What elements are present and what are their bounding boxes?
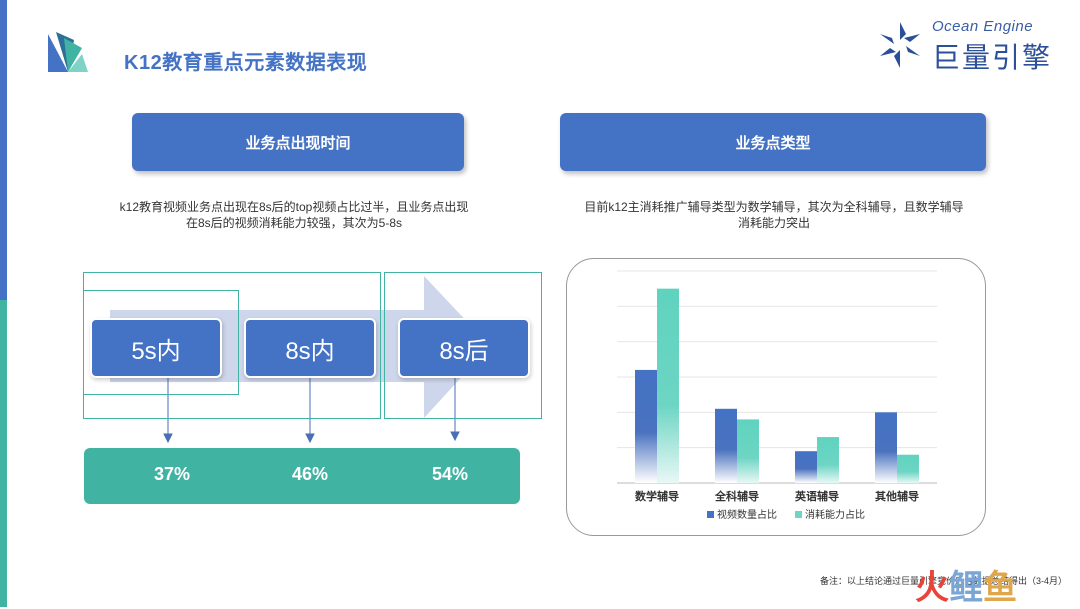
time-box-5s: 5s内: [90, 318, 222, 378]
x-tick-label: 其他辅导: [875, 489, 919, 503]
bar-spend-share-1: [737, 419, 759, 483]
left-accent-bar-bottom: [0, 300, 7, 607]
chart-bars: [635, 288, 919, 483]
watermark-char-2: 鲤: [949, 569, 983, 607]
bar-video-share-0: [635, 369, 657, 483]
bar-chart: 数学辅导 全科辅导 英语辅导 其他辅导 视频数量占比 消耗能力占比: [617, 270, 937, 521]
chart-x-labels: 数学辅导 全科辅导 英语辅导 其他辅导: [635, 489, 919, 503]
footnote: 备注：以上结论通过巨量引擎竞价后台数据总结得出（3-4月）: [820, 576, 1068, 586]
percent-5s: 37%: [153, 464, 191, 484]
business-type-desc-line-1: 目前k12主消耗推广辅导类型为数学辅导，其次为全科辅导，且数学辅导: [584, 200, 964, 214]
bar-spend-share-0: [657, 288, 679, 483]
percent-bar: 37% 46% 54%: [84, 448, 520, 504]
legend-label-1: 消耗能力占比: [805, 508, 865, 521]
brand-english-name: Ocean Engine: [932, 18, 1034, 35]
frame-inner-left: [83, 290, 239, 395]
appearance-time-desc-line-1: k12教育视频业务点出现在8s后的top视频占比过半，且业务点出现: [119, 200, 469, 214]
business-type-header: 业务点类型: [560, 113, 986, 171]
bar-video-share-1: [715, 408, 737, 483]
connector-arrow-5s: [163, 433, 173, 444]
legend-swatch-0: [707, 511, 714, 518]
page-title: K12教育重点元素数据表现: [124, 52, 368, 74]
chart-panel: 数学辅导 全科辅导 英语辅导 其他辅导 视频数量占比 消耗能力占比: [566, 258, 986, 536]
appearance-time-header: 业务点出现时间: [132, 113, 464, 171]
percent-8s: 46%: [291, 464, 329, 484]
frame-right: [384, 272, 542, 419]
bar-video-share-2: [795, 451, 817, 483]
appearance-time-desc-line-2: 在8s后的视频消耗能力较强，其次为5-8s: [185, 216, 403, 230]
watermark: 火鲤鱼: [915, 560, 1017, 609]
connector-arrow-8s: [305, 433, 315, 444]
watermark-char-1: 火: [915, 569, 949, 607]
time-box-8s: 8s内: [244, 318, 376, 378]
time-box-after-8s: 8s后: [398, 318, 530, 378]
x-tick-label: 全科辅导: [714, 489, 759, 503]
appearance-time-description: k12教育视频业务点出现在8s后的top视频占比过半，且业务点出现 在8s后的视…: [84, 199, 504, 231]
x-tick-label: 英语辅导: [794, 489, 839, 503]
x-tick-label: 数学辅导: [635, 489, 679, 503]
slide-logo-icon: [48, 32, 88, 72]
chart-legend: 视频数量占比 消耗能力占比: [707, 508, 865, 521]
bar-video-share-3: [875, 412, 897, 483]
bar-spend-share-2: [817, 437, 839, 483]
legend-label-0: 视频数量占比: [717, 508, 777, 521]
percent-after-8s: 54%: [431, 464, 469, 484]
business-type-desc-line-2: 消耗能力突出: [737, 216, 810, 230]
ocean-engine-logo-icon: [880, 22, 920, 68]
brand-chinese-name: 巨量引擎: [932, 42, 1053, 73]
bar-spend-share-3: [897, 454, 919, 483]
watermark-char-3: 鱼: [983, 569, 1017, 607]
connector-arrow-after-8s: [450, 431, 460, 442]
legend-swatch-1: [795, 511, 802, 518]
brand-logo: Ocean Engine 巨量引擎: [876, 18, 1056, 74]
business-type-description: 目前k12主消耗推广辅导类型为数学辅导，其次为全科辅导，且数学辅导 消耗能力突出: [548, 199, 1000, 231]
